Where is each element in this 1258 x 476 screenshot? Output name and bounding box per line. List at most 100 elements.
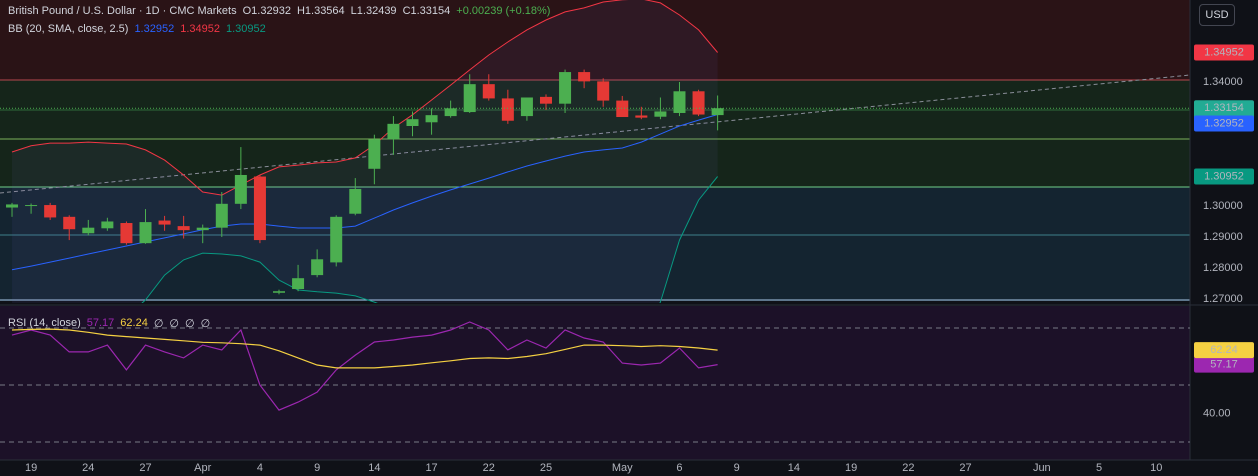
- zone: [0, 187, 1190, 301]
- line-series: [11, 328, 718, 369]
- line-series: [11, 0, 718, 196]
- ohlc: H1.33564: [296, 5, 345, 17]
- change: +0.00239 (+0.18%): [456, 5, 551, 17]
- indicator-extra: ∅: [185, 318, 195, 330]
- candle-body: [82, 227, 95, 234]
- line-series: [11, 114, 718, 271]
- ohlc: C1.33154: [402, 5, 451, 17]
- last-value-label: 1.34952: [1204, 46, 1244, 58]
- x-tick-label: 27: [959, 462, 971, 474]
- indicator-value: 1.32952: [134, 23, 175, 35]
- header: British Pound / U.S. Dollar · 1D · CMC M…: [8, 5, 550, 17]
- candle-body: [578, 72, 591, 82]
- last-value-label: 1.30952: [1204, 170, 1244, 182]
- candle-body: [482, 84, 495, 99]
- last-value-label: 62.24: [1210, 344, 1238, 356]
- x-tick-label: 27: [139, 462, 151, 474]
- candle-body: [597, 81, 610, 101]
- indicator-value: 1.34952: [180, 23, 220, 35]
- indicator-title: BB (20, SMA, close, 2.5): [8, 23, 129, 35]
- candle-body: [463, 84, 476, 113]
- candle-body: [501, 98, 514, 121]
- trend-line: [0, 74, 1191, 194]
- x-tick-label: 17: [425, 462, 437, 474]
- candle-body: [196, 227, 209, 231]
- line-series: [141, 176, 718, 303]
- indicator-title: RSI (14, close): [8, 317, 81, 329]
- indicator-value: 57.17: [86, 317, 115, 329]
- candle-body: [673, 91, 686, 113]
- candle-body: [349, 188, 362, 214]
- candle-body: [330, 216, 343, 263]
- price-label: 1.33154: [1204, 102, 1244, 114]
- symbol-title: British Pound / U.S. Dollar · 1D · CMC M…: [8, 5, 237, 17]
- candle-body: [25, 205, 38, 207]
- x-tick-label: 14: [788, 462, 800, 474]
- y-tick-label: 1.28000: [1203, 262, 1243, 274]
- x-tick-label: Apr: [194, 462, 211, 474]
- x-tick-label: 24: [82, 462, 94, 474]
- axes: 1.34000 1.30000 1.29000 1.28000 1.27000 19 24 2…: [25, 44, 1254, 474]
- x-tick-label: 10: [1150, 462, 1162, 474]
- candle-body: [63, 216, 76, 230]
- candle-body: [292, 278, 305, 290]
- candle-body: [215, 203, 228, 228]
- candle-body: [635, 115, 648, 118]
- last-value-label-bg: [1194, 342, 1254, 359]
- x-tick-label: 6: [676, 462, 682, 474]
- rsi-plot: [0, 321, 1190, 443]
- y-tick-label: 1.34000: [1203, 76, 1243, 88]
- candle-body: [387, 123, 400, 140]
- candle-body: [616, 100, 629, 118]
- y-tick-label: 1.27000: [1203, 293, 1243, 305]
- candle-body: [406, 119, 419, 127]
- candle-body: [559, 72, 572, 104]
- indicator-header: BB (20, SMA, close, 2.5) 1.32952 1.34952…: [8, 23, 266, 35]
- last-value-label-bg: [1194, 115, 1254, 132]
- indicator-extra: ∅: [153, 318, 164, 330]
- candle-body: [6, 204, 19, 208]
- candle-body: [253, 176, 266, 241]
- x-tick-label: 5: [1096, 462, 1102, 474]
- x-tick-label: 19: [25, 462, 37, 474]
- y-tick-label: 1.29000: [1203, 231, 1243, 243]
- x-tick-label: 22: [483, 462, 495, 474]
- candle-body: [101, 221, 114, 229]
- indicator-extra: ∅: [169, 318, 179, 330]
- zone: [0, 0, 1190, 80]
- candle-body: [520, 97, 533, 117]
- ohlc: O1.32932: [242, 5, 291, 17]
- last-value-label-bg: [1194, 356, 1254, 373]
- price-plot: [0, 0, 1190, 303]
- line-series: [11, 321, 718, 411]
- last-value-label-bg: [1194, 44, 1254, 61]
- x-tick-label: 19: [845, 462, 857, 474]
- candle-body: [120, 223, 133, 244]
- ohlc: L1.32439: [350, 5, 397, 17]
- indicator-extra: ∅: [200, 318, 211, 330]
- rsi-panel: [0, 306, 1190, 460]
- x-tick-label: May: [612, 462, 633, 474]
- candle-body: [273, 291, 286, 293]
- candle-body: [425, 115, 438, 123]
- y-tick-label: 1.30000: [1203, 200, 1243, 212]
- candle-body: [44, 205, 57, 218]
- x-tick-label: 25: [540, 462, 552, 474]
- candle-body: [654, 111, 667, 117]
- candle-body: [711, 108, 724, 116]
- x-tick-label: 9: [314, 462, 320, 474]
- x-tick-label: 22: [902, 462, 914, 474]
- last-value-label: 57.17: [1210, 358, 1238, 370]
- candle-body: [444, 108, 457, 117]
- last-value-label: 1.32952: [1204, 117, 1244, 129]
- x-tick-label: 9: [734, 462, 740, 474]
- indicator-value: 1.30952: [225, 23, 266, 35]
- candle-body: [311, 259, 324, 276]
- indicator-value: 62.24: [120, 317, 148, 329]
- currency-button[interactable]: USD: [1199, 4, 1235, 26]
- x-tick-label: 14: [368, 462, 380, 474]
